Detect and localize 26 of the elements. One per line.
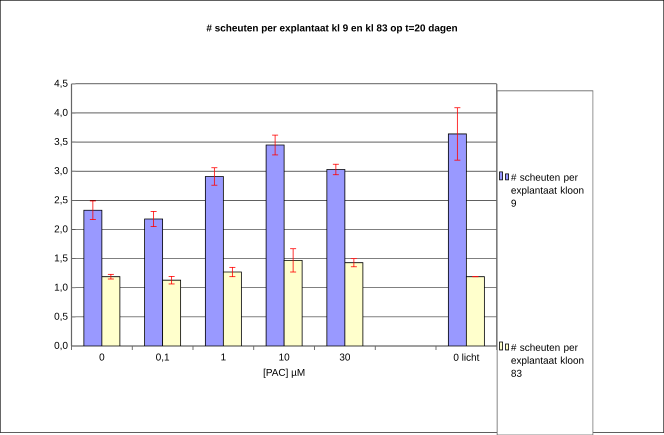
y-tick-label: 3,0 [54,166,68,176]
chart-title: # scheuten per explantaat kl 9 en kl 83 op t=20 dagen [206,24,457,34]
bar [162,280,182,346]
y-tick-label: 2,0 [54,225,68,234]
bar [344,262,364,346]
x-tick-label: 30 [340,353,350,360]
y-tick-label: 4,5 [54,80,68,88]
y-tick-label: 1,0 [54,283,68,292]
bar [284,260,303,346]
bar [222,271,242,346]
x-tick-label: 10 [279,353,290,360]
y-tick-label: 3,5 [54,138,68,146]
y-tick-label: 0,0 [54,342,68,350]
x-axis-title: [PAC] µM [264,368,304,378]
legend-label: # scheuten per explantaat kloon 9 [510,173,584,207]
bar [101,276,120,346]
x-tick-label: 1 [221,353,226,360]
x-tick-label: 0 licht [454,353,480,361]
y-tick-label: 1,5 [54,254,68,262]
x-tick-label: 0,1 [156,353,170,362]
y-tick-label: 4,0 [54,108,68,117]
legend-label: # scheuten per explantaat kloon 83 [510,343,584,377]
y-tick-label: 0,5 [54,312,68,321]
bar [466,276,485,346]
x-tick-label: 0 [99,353,104,360]
y-tick-label: 2,5 [54,196,68,204]
